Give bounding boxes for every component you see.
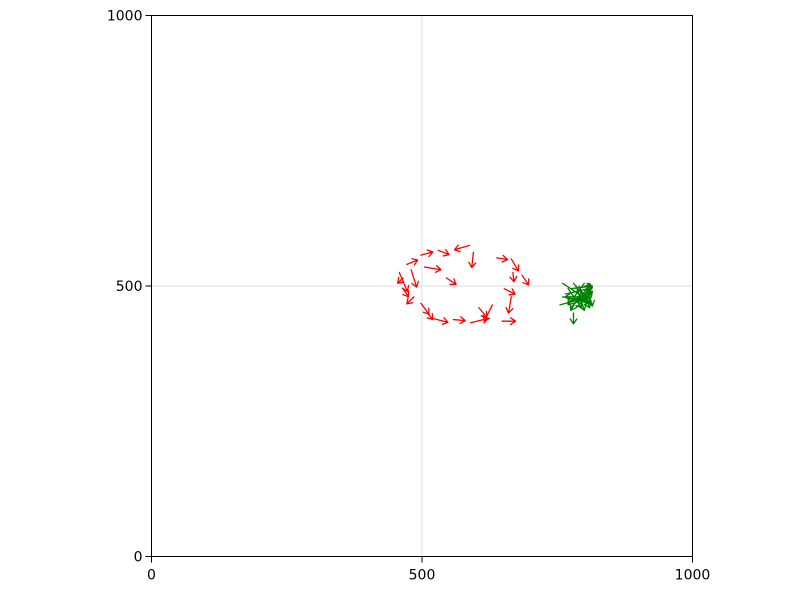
series-layer xyxy=(397,244,595,326)
arrow-mark xyxy=(510,258,520,272)
x-tick-label: 0 xyxy=(147,568,156,584)
arrow-mark xyxy=(569,312,578,325)
arrow-mark xyxy=(402,288,410,298)
y-tick-label: 0 xyxy=(134,550,143,566)
arrow-mark xyxy=(505,296,514,314)
arrow-mark xyxy=(503,288,516,296)
y-axis-ticks: 0 500 1000 xyxy=(107,9,152,566)
x-tick-label: 500 xyxy=(409,568,436,584)
arrow-mark xyxy=(420,249,434,258)
arrow-mark xyxy=(445,277,457,286)
arrow-mark xyxy=(468,251,477,269)
arrow-mark xyxy=(426,312,434,321)
y-tick-label: 1000 xyxy=(107,9,143,25)
arrow-mark xyxy=(424,264,442,273)
arrow-mark xyxy=(559,294,591,306)
arrow-mark xyxy=(437,248,450,257)
arrow-mark xyxy=(452,316,466,325)
arrow-mark xyxy=(583,282,593,303)
arrow-mark xyxy=(575,285,587,311)
arrow-mark xyxy=(509,271,518,283)
y-tick-label: 500 xyxy=(116,279,143,295)
x-tick-label: 1000 xyxy=(675,568,711,584)
grid-lines xyxy=(151,15,693,557)
series-0-arrows xyxy=(397,244,530,326)
arrow-mark xyxy=(410,269,419,288)
arrow-mark xyxy=(406,296,415,305)
arrow-mark xyxy=(406,258,419,266)
arrow-mark xyxy=(496,254,509,263)
arrow-mark xyxy=(397,276,405,284)
arrow-mark xyxy=(453,244,471,253)
arrow-mark xyxy=(564,292,583,301)
arrow-mark xyxy=(501,317,517,326)
arrow-mark xyxy=(470,315,489,324)
arrow-mark xyxy=(521,274,530,286)
x-axis-ticks: 0 500 1000 xyxy=(147,556,711,584)
series-1-arrows xyxy=(559,282,595,325)
arrow-mark xyxy=(432,317,449,325)
